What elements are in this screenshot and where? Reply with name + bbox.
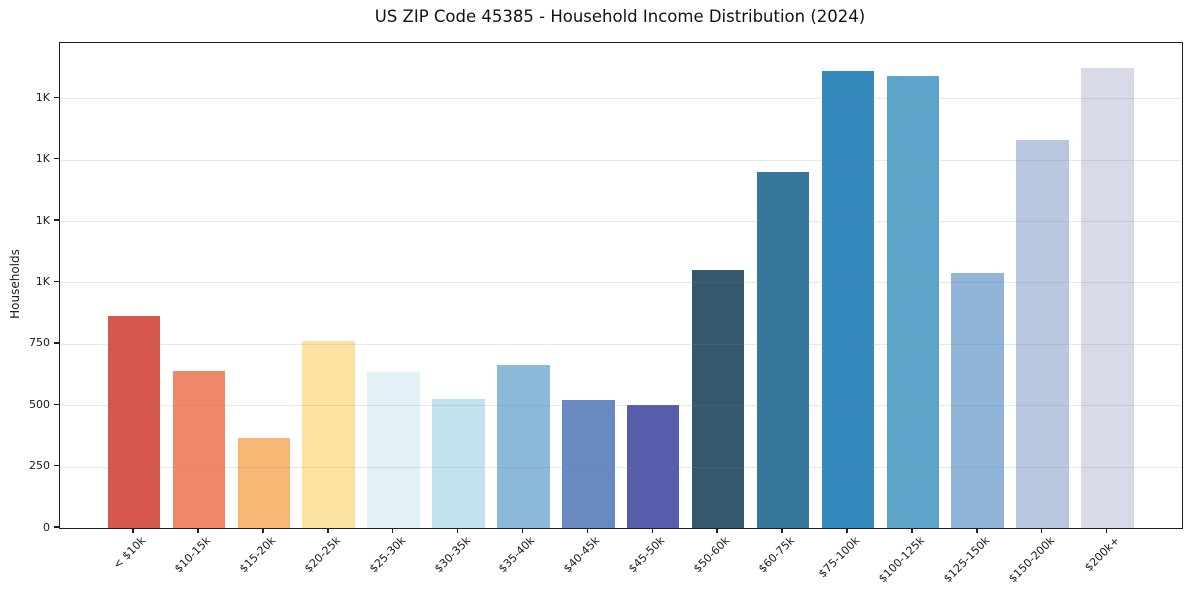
- bar-$125-150k: [951, 272, 1004, 528]
- y-tick-label-250: 250: [29, 459, 50, 473]
- y-tick-label-1250: 1K: [35, 213, 50, 227]
- x-tick-mark-$50-60k: [716, 528, 718, 533]
- y-tick-mark-1750: [54, 96, 59, 98]
- x-tick-mark-$35-40k: [521, 528, 524, 533]
- y-tick-label-1000: 1K: [35, 274, 50, 288]
- y-tick-mark-250: [54, 464, 59, 467]
- bar-$150-200k: [1016, 140, 1069, 528]
- x-tick-mark-$125-150k: [976, 528, 978, 533]
- y-tick-label-500: 500: [29, 397, 50, 411]
- y-tick-mark-1000: [54, 280, 59, 283]
- x-tick-mark-$20-25k: [327, 528, 329, 533]
- y-tick-label-0: 0: [43, 520, 50, 534]
- gridline-1250: [60, 221, 1182, 222]
- bar-< $10k: [107, 315, 161, 528]
- x-tick-mark-< $10k: [132, 528, 134, 533]
- gridline-750: [60, 343, 1182, 345]
- bar-$60-75k: [756, 171, 810, 528]
- gridline-1500: [60, 159, 1182, 161]
- x-tick-mark-$150-200k: [1040, 528, 1043, 533]
- x-tick-label-< $10k: < $10k: [110, 534, 149, 572]
- y-tick-mark-1250: [54, 219, 59, 221]
- y-tick-label-1750: 1K: [35, 90, 50, 104]
- bar-$35-40k: [497, 364, 550, 528]
- plot-area: [59, 42, 1183, 529]
- x-tick-mark-$45-50k: [651, 528, 653, 533]
- x-tick-mark-$40-45k: [586, 528, 589, 533]
- gridline-1750: [60, 98, 1182, 100]
- bar-$75-100k: [821, 71, 875, 528]
- y-tick-mark-1500: [54, 157, 59, 160]
- x-tick-mark-$25-30k: [391, 528, 394, 533]
- x-tick-mark-$60-75k: [781, 528, 783, 533]
- bar-$45-50k: [626, 405, 680, 528]
- bar-$30-35k: [432, 399, 485, 528]
- y-tick-mark-0: [54, 526, 59, 528]
- y-tick-mark-500: [54, 403, 59, 405]
- gridline-250: [60, 466, 1182, 468]
- gridline-500: [60, 405, 1182, 407]
- bar-$200k+: [1081, 67, 1134, 528]
- y-tick-mark-750: [54, 342, 59, 344]
- x-tick-mark-$30-35k: [456, 528, 459, 533]
- bar-$15-20k: [237, 438, 291, 528]
- x-tick-mark-$15-20k: [262, 528, 264, 533]
- y-tick-label-1500: 1K: [35, 152, 50, 166]
- chart-title: US ZIP Code 45385 - Household Income Dis…: [374, 7, 866, 26]
- bar-$50-60k: [691, 270, 745, 528]
- x-tick-mark-$10-15k: [197, 528, 199, 533]
- y-tick-label-750: 750: [29, 336, 50, 350]
- x-tick-mark-$100-125k: [911, 528, 913, 533]
- bar-$20-25k: [302, 341, 355, 528]
- bar-$100-125k: [886, 76, 940, 528]
- gridline-1000: [60, 282, 1182, 284]
- bar-$40-45k: [562, 400, 615, 528]
- bar-$25-30k: [367, 372, 420, 528]
- x-tick-mark-$75-100k: [846, 528, 848, 533]
- x-tick-mark-$200k+: [1105, 528, 1108, 533]
- bar-$10-15k: [172, 370, 226, 528]
